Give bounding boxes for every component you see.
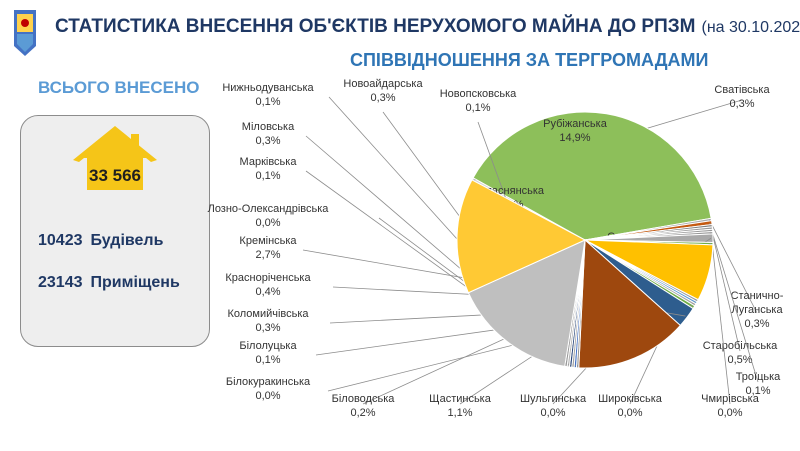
- premises-label: Приміщень: [90, 274, 180, 291]
- total-value: 33 566: [89, 166, 141, 185]
- premises-stat: 23143 Приміщень: [38, 274, 180, 292]
- slice-label-17: Лозно-Олександрівська 0,0%: [208, 203, 330, 229]
- buildings-stat: 10423 Будівель: [38, 232, 163, 250]
- slice-label-13: Коломийчівська 0,3%: [227, 308, 309, 334]
- pie-slice-23: [467, 239, 586, 367]
- slice-label-0: Сватівська 0,3%: [714, 84, 770, 110]
- slice-label-14: Красноріченська 0,4%: [225, 272, 311, 298]
- slice-label-6: Широківська 0,0%: [598, 393, 663, 419]
- slice-label-5: Чмирівська 0,0%: [701, 393, 760, 419]
- slice-label-21: Новоайдарська 0,3%: [343, 78, 423, 104]
- pie-slice-1: [472, 111, 712, 241]
- premises-count: 23143: [38, 274, 83, 291]
- slice-label-3: Старобільська 0,5%: [703, 340, 778, 366]
- leader-line-4: [709, 225, 759, 383]
- buildings-count: 10423: [38, 232, 83, 249]
- report-date: (на 30.10.2023): [701, 19, 800, 36]
- summary-card: 33 566 10423 Будівель 23143 Приміщень: [20, 115, 210, 347]
- leader-line-5: [710, 228, 731, 405]
- total-heading: ВСЬОГО ВНЕСЕНО: [38, 78, 200, 97]
- slice-label-9: Біловодська 0,2%: [332, 393, 396, 419]
- chart-title: СПІВВІДНОШЕННЯ ЗА ТЕРГРОМАДАМИ: [350, 50, 709, 70]
- title-text: СТАТИСТИКА ВНЕСЕННЯ ОБ'ЄКТІВ НЕРУХОМОГО …: [55, 16, 696, 37]
- slice-label-22: Новопсковська 0,1%: [440, 88, 517, 114]
- pie-slice-16: [578, 238, 682, 369]
- slice-label-15: Кремінська 2,7%: [239, 235, 297, 261]
- slice-label-8: Щастинська 1,1%: [429, 393, 492, 419]
- slice-label-18: Марківська 0,1%: [240, 156, 298, 182]
- slice-label-2: Станично-Луганська 0,3%: [731, 290, 784, 330]
- slice-label-11: Білокуракинська 0,0%: [226, 376, 311, 402]
- leader-line-2: [709, 219, 758, 314]
- buildings-label: Будівель: [90, 232, 164, 249]
- slice-label-4: Троїцька 0,1%: [736, 371, 781, 397]
- slice-label-19: Міловська 0,3%: [242, 121, 295, 147]
- slice-label-12: Білолуцька 0,1%: [239, 340, 297, 366]
- leader-line-3: [709, 222, 741, 352]
- slice-label-24: Рубіжанська 14,9%: [543, 118, 608, 144]
- slice-label-7: Шульгинська 0,0%: [520, 393, 587, 419]
- oblast-logo: [14, 10, 36, 56]
- slice-label-20: Нижньодуванська 0,1%: [222, 82, 314, 108]
- pie-slice-24: [456, 179, 587, 294]
- page-title: СТАТИСТИКА ВНЕСЕННЯ ОБ'ЄКТІВ НЕРУХОМОГО …: [55, 16, 800, 38]
- house-icon: [73, 126, 157, 190]
